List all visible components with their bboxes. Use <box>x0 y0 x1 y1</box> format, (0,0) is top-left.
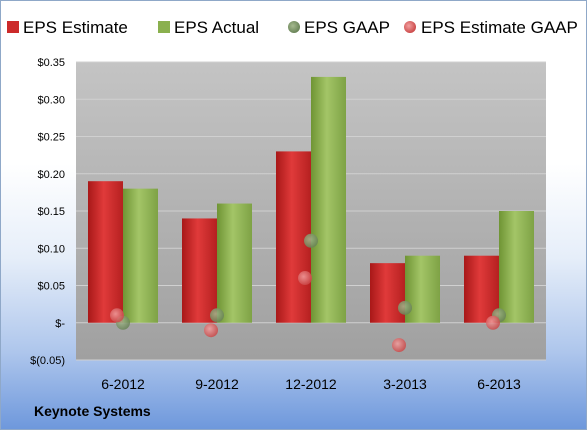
bar-eps-actual <box>217 203 252 323</box>
y-tick-label: $(0.05) <box>30 355 65 367</box>
marker-eps-estimate-gaap <box>298 271 312 286</box>
marker-eps-gaap <box>304 233 318 248</box>
y-tick-label: $0.25 <box>37 132 65 144</box>
y-tick-label: $0.10 <box>37 243 65 255</box>
bar-eps-actual <box>123 188 158 323</box>
y-tick-label: $0.20 <box>37 169 65 181</box>
marker-eps-estimate-gaap <box>110 308 124 323</box>
x-tick-label: 6-2012 <box>101 376 145 392</box>
legend-swatch-eps-estimate <box>7 21 19 33</box>
marker-eps-estimate-gaap <box>204 323 218 338</box>
x-tick-label: 6-2013 <box>477 376 521 392</box>
marker-eps-estimate-gaap <box>486 315 500 330</box>
y-tick-label: $0.30 <box>37 94 65 106</box>
bars <box>88 76 534 323</box>
bar-eps-estimate <box>370 263 405 323</box>
bar-eps-actual <box>499 211 534 323</box>
company-label: Keynote Systems <box>34 403 151 419</box>
y-tick-label: $0.05 <box>37 281 65 293</box>
legend-label-eps-gaap: EPS GAAP <box>304 18 390 37</box>
legend-swatch-eps-actual <box>158 21 170 33</box>
legend-marker-eps-estimate-gaap <box>404 21 416 33</box>
legend-marker-eps-gaap <box>288 21 300 33</box>
bar-eps-estimate <box>88 181 123 323</box>
bar-eps-estimate <box>182 218 217 323</box>
legend-label-eps-estimate: EPS Estimate <box>23 18 128 37</box>
legend-label-eps-actual: EPS Actual <box>174 18 259 37</box>
x-axis-ticks: 6-2012 9-2012 12-2012 3-2013 6-2013 <box>101 376 521 392</box>
y-tick-label: $- <box>55 318 65 330</box>
y-tick-label: $0.35 <box>37 57 65 69</box>
legend-label-eps-estimate-gaap: EPS Estimate GAAP <box>421 18 578 37</box>
x-tick-label: 9-2012 <box>195 376 239 392</box>
y-tick-label: $0.15 <box>37 206 65 218</box>
bar-eps-actual <box>311 76 346 323</box>
marker-eps-estimate-gaap <box>392 338 406 353</box>
marker-eps-gaap <box>398 300 412 315</box>
marker-eps-gaap <box>210 308 224 323</box>
x-tick-label: 12-2012 <box>285 376 337 392</box>
bar-eps-actual <box>405 255 440 323</box>
legend: EPS Estimate EPS Actual EPS GAAP EPS Est… <box>7 18 578 37</box>
markers <box>110 233 506 353</box>
x-tick-label: 3-2013 <box>383 376 427 392</box>
y-axis-ticks: $0.35 $0.30 $0.25 $0.20 $0.15 $0.10 $0.05 $- $(0… <box>30 57 65 367</box>
